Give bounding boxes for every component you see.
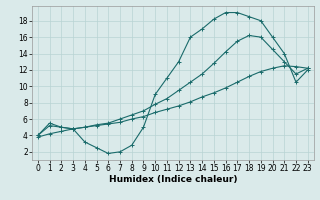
X-axis label: Humidex (Indice chaleur): Humidex (Indice chaleur) [108,175,237,184]
